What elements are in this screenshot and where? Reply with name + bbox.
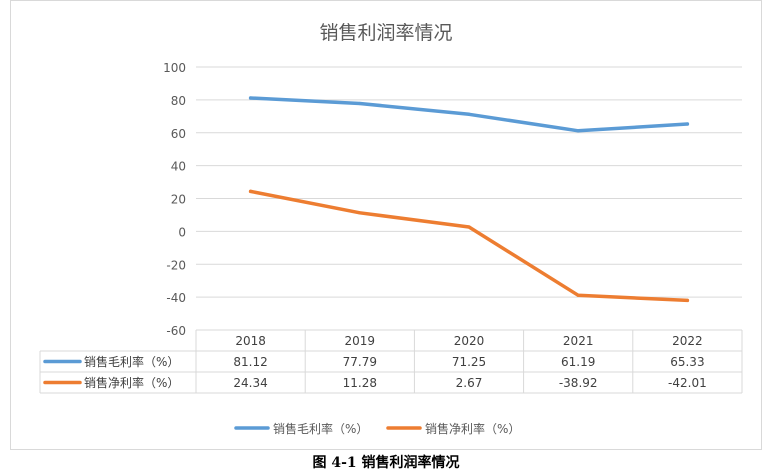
figure-caption: 图 4-1 销售利润率情况: [312, 455, 460, 471]
y-tick-label: 20: [171, 193, 186, 207]
data-point: [249, 189, 253, 193]
data-value-label: 71.25: [452, 355, 486, 369]
table-series-name: 销售毛利率（%）: [84, 354, 179, 369]
y-tick-label: 0: [178, 225, 186, 239]
data-value-label: 81.12: [233, 355, 267, 369]
data-point: [467, 112, 471, 116]
legend-label: 销售毛利率（%）: [273, 421, 368, 436]
x-category-label: 2021: [563, 334, 594, 348]
data-value-label: 61.19: [561, 355, 595, 369]
data-value-label: 77.79: [343, 355, 377, 369]
data-point: [685, 298, 690, 303]
y-tick-label: -60: [166, 324, 186, 338]
data-table: 2018 2019 2020 2021 2022 销售毛利率（%） 81.12 77.79 71…: [39, 329, 743, 394]
y-tick-label: 80: [171, 94, 186, 108]
y-tick-label: 100: [163, 61, 186, 75]
y-tick-label: -40: [166, 291, 186, 305]
data-value-label: -38.92: [559, 376, 598, 390]
series-line-2: [248, 189, 690, 303]
legend-label: 销售净利率（%）: [425, 421, 520, 436]
data-value-label: -42.01: [668, 376, 707, 390]
data-value-label: 65.33: [670, 355, 704, 369]
x-category-label: 2022: [672, 334, 703, 348]
x-category-label: 2020: [454, 334, 485, 348]
x-category-label: 2019: [345, 334, 376, 348]
data-point: [685, 122, 690, 126]
chart-title: 销售利润率情况: [319, 22, 452, 44]
series-lines: [248, 96, 690, 303]
chart-frame: [10, 0, 762, 450]
data-point: [249, 96, 253, 100]
y-axis-tick-labels: 100 80 60 40 20 0 -20 -40 -60: [163, 61, 186, 338]
data-point: [358, 211, 362, 215]
x-category-label: 2018: [235, 334, 266, 348]
data-point: [358, 101, 362, 106]
y-tick-label: 60: [171, 127, 186, 141]
data-point: [576, 293, 580, 297]
table-series-name: 销售净利率（%）: [84, 375, 179, 390]
data-value-label: 11.28: [343, 376, 377, 390]
data-point: [576, 129, 580, 133]
data-point: [467, 225, 471, 229]
data-value-label: 24.34: [233, 376, 267, 390]
data-value-label: 2.67: [456, 376, 483, 390]
y-tick-label: -20: [166, 258, 186, 272]
legend: 销售毛利率（%） 销售净利率（%）: [234, 421, 520, 436]
y-tick-label: 40: [171, 160, 186, 174]
